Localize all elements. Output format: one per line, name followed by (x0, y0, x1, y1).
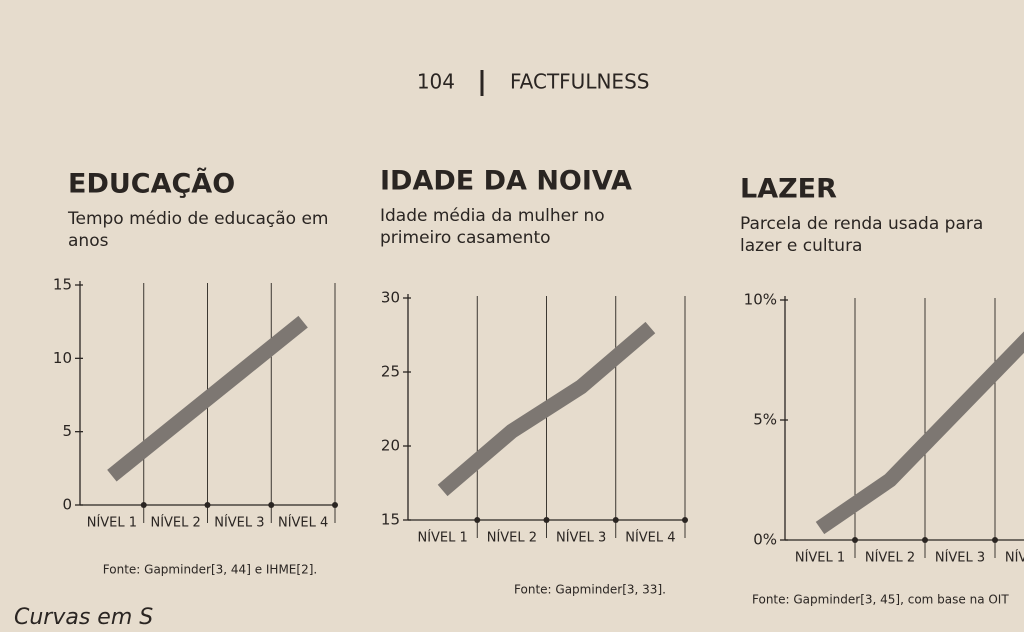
y-tick-label: 30 (381, 289, 400, 307)
chart-subtitle: Idade média da mulher no primeiro casamen… (380, 206, 605, 248)
source: Fonte: Gapminder[3, 33]. (514, 583, 666, 597)
divider-dot (922, 537, 928, 543)
divider-dot (992, 537, 998, 543)
divider-dot (474, 517, 481, 523)
x-tick-label: NÍVEL 1 (87, 515, 137, 531)
divider-dot (682, 517, 688, 523)
x-tick-label: NÍVEL 2 (150, 515, 200, 531)
x-tick-label: NÍVEL 3 (556, 530, 606, 546)
data-line (107, 315, 308, 482)
y-tick-label: 0% (753, 531, 777, 549)
divider-dot (332, 502, 338, 508)
divider-dot (612, 517, 619, 523)
x-tick-label: NÍVEL 1 (417, 530, 467, 546)
y-tick-label: 10 (53, 349, 72, 367)
divider-dot (140, 502, 147, 508)
chart-title: LAZER (740, 174, 837, 205)
y-tick-label: 15 (381, 511, 400, 529)
divider-dot (268, 502, 275, 508)
source: Fonte: Gapminder[3, 44] e IHME[2]. (103, 563, 317, 577)
chart-title: EDUCAÇÃO (68, 168, 235, 200)
divider-dot (852, 537, 858, 543)
data-line (437, 321, 656, 497)
y-tick-label: 25 (381, 363, 400, 381)
chart-title: IDADE DA NOIVA (380, 166, 632, 197)
x-tick-label: NÍVEL 2 (865, 550, 915, 566)
x-tick-label: NÍVEL 4 (1005, 550, 1024, 566)
y-tick-label: 15 (53, 276, 72, 294)
y-tick-label: 5% (753, 411, 777, 429)
x-tick-label: NÍVEL 3 (935, 550, 985, 566)
divider-dot (543, 517, 550, 523)
divider-dot (204, 502, 211, 508)
section-heading: Curvas em S (14, 605, 153, 630)
y-tick-label: 20 (381, 437, 400, 455)
x-tick-label: NÍVEL 2 (487, 530, 537, 546)
chart-subtitle: Tempo médio de educação em anos (67, 209, 328, 251)
source: Fonte: Gapminder[3, 45], com base na OIT (752, 593, 1009, 607)
x-tick-label: NÍVEL 3 (214, 515, 264, 531)
book-title: FACTFULNESS (510, 70, 649, 94)
page-number: 104 (417, 70, 455, 94)
y-tick-label: 5 (62, 422, 72, 440)
chart-subtitle: Parcela de renda usada para lazer e cultu… (740, 214, 983, 256)
data-line (815, 331, 1024, 535)
x-tick-label: NÍVEL 4 (625, 530, 675, 546)
x-tick-label: NÍVEL 4 (278, 515, 328, 531)
y-tick-label: 0 (62, 496, 72, 514)
x-tick-label: NÍVEL 1 (795, 550, 845, 566)
y-tick-label: 10% (744, 291, 777, 309)
